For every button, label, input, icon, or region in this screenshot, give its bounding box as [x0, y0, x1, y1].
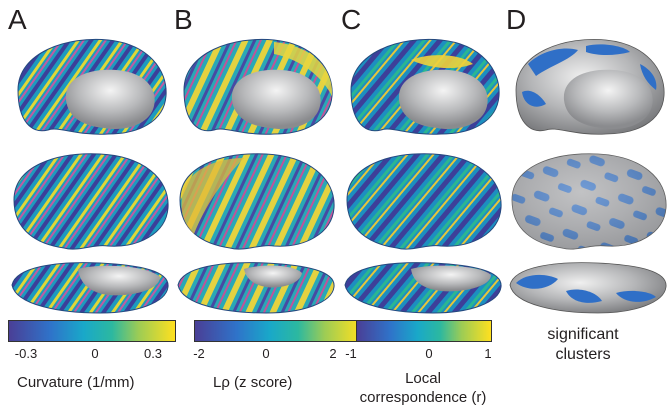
legend-significant: significant [547, 326, 619, 343]
tick-lrho-max: 2 [329, 346, 337, 361]
tick-corr-zero: 0 [425, 346, 433, 361]
legend-clusters: clusters [555, 346, 611, 363]
tick-lrho-zero: 0 [262, 346, 270, 361]
brain-lateral-lrho [179, 153, 335, 250]
panel-label-a: A [8, 4, 27, 35]
brain-lateral-clusters [511, 153, 667, 250]
colorbar-label-correspondence-line2: correspondence (r) [359, 389, 487, 406]
panel-label-d: D [506, 4, 527, 35]
tick-curvature-max: 0.3 [143, 346, 163, 361]
brain-ventral-clusters [509, 262, 667, 314]
tick-curvature-min: -0.3 [14, 346, 38, 361]
panel-label-b: B [174, 4, 193, 35]
brain-medial-lrho [183, 38, 333, 135]
brain-medial-correspondence [350, 38, 500, 135]
colorbar-label-correspondence-line1: Local [405, 370, 441, 387]
brain-ventral-lrho [177, 262, 335, 314]
brain-lateral-correspondence [346, 153, 502, 250]
brain-ventral-curvature [11, 262, 169, 314]
colorbar-correspondence [356, 320, 492, 342]
colorbar-label-curvature: Curvature (1/mm) [17, 374, 135, 391]
tick-lrho-min: -2 [193, 346, 205, 361]
brain-medial-curvature [17, 38, 167, 135]
colorbar-label-lrho: Lρ (z score) [213, 374, 293, 391]
tick-corr-min: -1 [345, 346, 357, 361]
tick-curvature-zero: 0 [91, 346, 99, 361]
brain-lateral-curvature [13, 153, 169, 250]
panel-label-c: C [341, 4, 362, 35]
colorbar-curvature [8, 320, 176, 342]
tick-corr-max: 1 [484, 346, 492, 361]
colorbar-lrho [194, 320, 362, 342]
brain-medial-clusters [515, 39, 665, 135]
brain-ventral-correspondence [344, 262, 502, 314]
